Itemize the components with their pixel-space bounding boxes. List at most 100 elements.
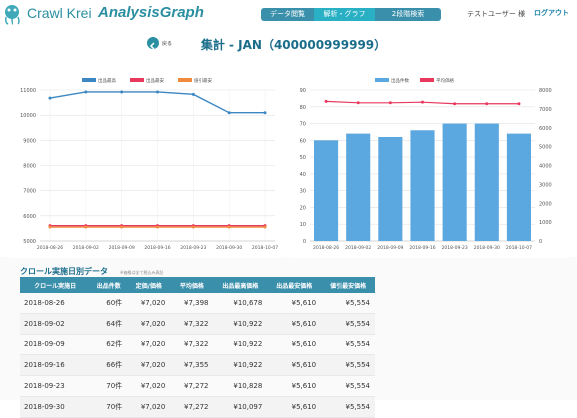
legend-swatch [130,78,144,82]
y-tick-label: 50 [300,155,306,161]
column-header: 出品件数 [90,277,128,293]
x-tick-label: 2018-10-07 [252,245,278,251]
x-tick-label: 2018-09-30 [216,245,242,251]
data-point [263,111,267,115]
y2-tick-label: 1000 [539,220,552,226]
x-tick-label: 2018-09-23 [180,245,206,251]
table-cell: ¥7,020 [127,375,171,397]
chevron-left-icon [149,42,155,50]
y2-tick-label: 8000 [539,88,552,94]
legend-swatch [375,78,389,82]
table-row: 2018-08-26 60件 ¥7,020 ¥7,398 ¥10,678 ¥5,610 ¥5… [20,293,375,314]
data-point [356,101,360,105]
nav-data-browse[interactable]: データ閲覧 [261,8,314,21]
x-tick-label: 2018-09-16 [409,245,435,251]
y-tick-label: 60 [300,138,306,144]
table-cell: ¥7,322 [170,334,214,356]
table-cell: ¥5,554 [321,354,375,377]
bar [442,123,467,241]
nav-two-step-search[interactable]: 2段階検索 [375,8,441,21]
x-tick-label: 2018-09-23 [442,245,468,251]
table-cell: 2018-09-02 [20,313,91,335]
table-cell: ¥7,322 [170,313,214,335]
table-cell: 70件 [90,375,128,397]
table-note: ※価格は全て税込み表記 [120,270,164,275]
table-cell: 62件 [90,334,128,356]
logout-link[interactable]: ログアウト [534,9,569,17]
main-nav: データ閲覧 解析・グラフ 2段階検索 [261,8,441,21]
table-title: クロール実施日別データ [20,267,108,276]
table-cell: ¥5,554 [321,375,375,397]
y-tick-label: 70 [300,122,306,128]
data-point [421,100,424,104]
table-cell: ¥7,355 [170,354,214,377]
y-tick-label: 0 [303,239,306,245]
bar [410,130,435,241]
y2-tick-label: 3000 [539,182,552,188]
legend-swatch [178,78,192,82]
table-header-row: クロール実施日 出品件数 定価/価格 平均価格 出品最高価格 出品最安価格 値引最安価格 [20,277,375,293]
y-tick-label: 11000 [20,88,36,94]
table-cell: ¥10,828 [213,375,268,397]
nav-analysis-graph[interactable]: 解析・グラフ [314,8,375,21]
table-cell: 2018-08-26 [20,293,91,314]
table-cell: ¥10,922 [213,354,268,377]
table-row: 2018-09-09 62件 ¥7,020 ¥7,322 ¥10,922 ¥5,610 ¥5… [20,334,375,356]
data-point [120,90,124,94]
bar [506,133,531,241]
legend-swatch [82,78,96,82]
legend-label: 値引最安 [194,77,212,84]
table-cell: ¥10,922 [213,334,268,356]
y2-tick-label: 5000 [539,145,552,151]
logo-icon [5,5,20,25]
page-title-text: 集計 - JAN（400000999999） [200,38,387,52]
x-tick-label: 2018-09-09 [109,245,135,251]
data-point [84,225,88,229]
table-cell: ¥7,398 [170,293,214,314]
y-tick-label: 6000 [23,214,36,220]
data-point [191,92,195,96]
data-point [517,102,521,106]
x-tick-label: 2018-09-02 [345,245,371,251]
y2-tick-label: 2000 [539,201,552,207]
table-cell: ¥7,272 [170,375,214,397]
y-tick-label: 30 [300,189,306,195]
data-point [84,90,88,94]
table-row: 2018-09-23 70件 ¥7,020 ¥7,272 ¥10,828 ¥5,610 ¥5… [20,375,375,397]
x-tick-label: 2018-08-26 [313,245,339,251]
y-tick-label: 5000 [23,239,36,245]
table-cell: ¥5,610 [267,375,322,397]
x-tick-label: 2018-09-09 [377,245,403,251]
y-tick-label: 10 [300,222,306,228]
y-tick-label: 80 [300,105,306,111]
table-cell: 66件 [90,354,128,377]
table-cell: ¥10,922 [213,313,268,335]
data-point [191,225,195,229]
x-tick-label: 2018-09-16 [144,245,170,251]
column-header: クロール実施日 [20,277,91,293]
column-header: 平均価格 [170,277,214,293]
data-point [227,225,231,229]
back-label[interactable]: 戻る [162,41,173,47]
data-point [156,225,159,229]
data-point [263,225,267,229]
table-cell: 2018-09-09 [20,334,91,356]
legend-label: 出品件数 [391,77,409,84]
table-cell: ¥7,020 [127,313,171,335]
back-button[interactable] [147,37,159,50]
data-point [485,102,489,106]
table-cell: 2018-09-16 [20,354,91,377]
data-point [156,90,159,94]
table-row: 2018-09-16 66件 ¥7,020 ¥7,355 ¥10,922 ¥5,610 ¥5… [20,354,375,377]
data-point [453,102,457,106]
column-header: 出品最安価格 [267,277,322,293]
table-cell: 2018-09-23 [20,375,91,397]
table-cell: ¥10,678 [213,293,268,314]
table-cell: ¥7,020 [127,354,171,377]
data-point [120,225,124,229]
column-header: 定価/価格 [127,277,171,293]
table-row: 2018-09-02 64件 ¥7,020 ¥7,322 ¥10,922 ¥5,610 ¥5… [20,313,375,335]
y2-tick-label: 4000 [539,164,552,170]
bar [378,136,403,241]
count-bar-chart: 0 10 20 30 40 50 60 70 80 90 0 1000 2000 3000 4000 5000… [290,73,568,258]
